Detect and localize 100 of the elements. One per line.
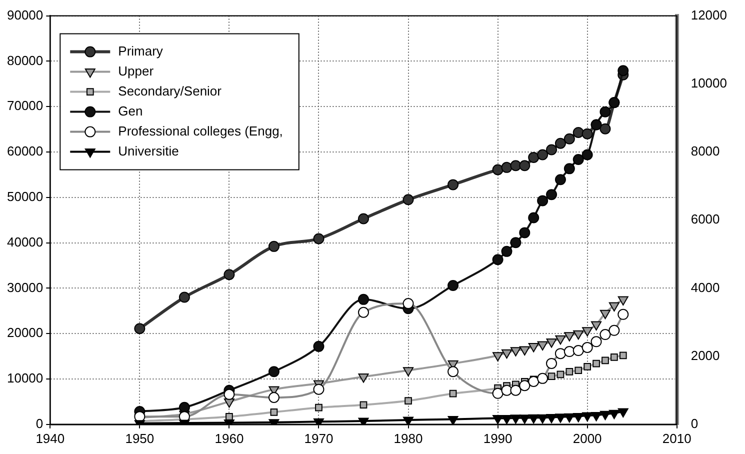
point bbox=[566, 368, 574, 376]
point bbox=[226, 413, 233, 420]
point bbox=[358, 213, 369, 224]
point bbox=[510, 414, 521, 424]
point bbox=[600, 410, 610, 420]
point bbox=[449, 390, 457, 398]
point bbox=[564, 413, 575, 423]
x-tick-label: 1960 bbox=[214, 430, 244, 446]
point bbox=[492, 164, 504, 176]
point bbox=[404, 397, 412, 404]
point bbox=[510, 384, 522, 396]
x-tick-label: 1950 bbox=[125, 430, 154, 446]
legend-label: Secondary/Senior bbox=[118, 83, 222, 98]
point bbox=[564, 163, 575, 174]
point bbox=[492, 415, 504, 424]
point bbox=[573, 330, 584, 340]
point bbox=[537, 372, 548, 384]
legend-label: Professional colleges (Engg, bbox=[118, 123, 283, 138]
point bbox=[608, 302, 620, 312]
point bbox=[584, 363, 592, 370]
y-tick-label: 90000 bbox=[6, 7, 44, 22]
point bbox=[537, 341, 548, 350]
x-tick-label: 1990 bbox=[483, 430, 512, 446]
y-tick-label: 0 bbox=[36, 416, 44, 431]
y-tick-label: 20000 bbox=[6, 325, 44, 340]
point bbox=[360, 401, 368, 409]
point bbox=[501, 415, 512, 424]
point bbox=[402, 298, 414, 310]
y-tick-label: 50000 bbox=[6, 188, 44, 204]
point bbox=[402, 194, 414, 206]
point bbox=[546, 338, 557, 348]
point bbox=[448, 416, 458, 424]
point bbox=[556, 370, 564, 378]
x-tick-label: 1980 bbox=[394, 430, 423, 446]
point bbox=[528, 212, 540, 224]
point bbox=[572, 345, 584, 356]
point bbox=[608, 410, 620, 420]
x-tick-label: 2000 bbox=[572, 430, 602, 446]
point bbox=[501, 246, 512, 257]
point bbox=[224, 388, 235, 400]
point bbox=[528, 376, 540, 387]
y-tick-label: 70000 bbox=[6, 98, 44, 114]
point bbox=[358, 306, 369, 318]
point bbox=[501, 384, 512, 396]
y-tick-label: 60000 bbox=[6, 144, 44, 159]
point bbox=[313, 233, 324, 244]
point bbox=[268, 240, 280, 252]
point bbox=[528, 343, 539, 352]
point bbox=[315, 404, 322, 412]
point bbox=[600, 123, 611, 134]
point bbox=[602, 356, 609, 364]
point bbox=[591, 321, 602, 331]
point bbox=[618, 65, 629, 76]
point bbox=[546, 414, 557, 424]
point bbox=[134, 323, 146, 334]
point bbox=[528, 414, 539, 424]
y2-tick-label: 4000 bbox=[690, 280, 720, 295]
point bbox=[618, 408, 628, 418]
legend-label: Gen bbox=[118, 103, 143, 118]
point bbox=[573, 412, 584, 422]
legend-label: Primary bbox=[118, 43, 164, 58]
y-tick-label: 80000 bbox=[6, 52, 44, 68]
point bbox=[519, 414, 530, 424]
point bbox=[582, 342, 593, 353]
point bbox=[618, 296, 628, 306]
point bbox=[555, 414, 566, 423]
point bbox=[510, 347, 521, 356]
point bbox=[448, 179, 459, 190]
y-tick-label: 30000 bbox=[6, 280, 44, 295]
y2-tick-label: 2000 bbox=[690, 348, 720, 363]
point bbox=[564, 346, 575, 358]
point bbox=[554, 174, 566, 186]
x-tick-label: 2010 bbox=[662, 430, 692, 446]
point bbox=[268, 366, 280, 378]
y2-tick-label: 12000 bbox=[690, 7, 728, 22]
legend-label: Upper bbox=[118, 63, 154, 78]
y2-tick-label: 0 bbox=[690, 416, 698, 431]
point bbox=[608, 324, 620, 336]
point bbox=[519, 227, 530, 238]
point bbox=[610, 354, 618, 361]
point bbox=[554, 348, 566, 360]
point bbox=[492, 352, 504, 362]
point bbox=[582, 128, 593, 140]
point bbox=[564, 133, 575, 144]
point bbox=[403, 367, 414, 376]
point bbox=[582, 149, 593, 160]
point bbox=[564, 332, 575, 342]
point bbox=[501, 162, 512, 173]
x-tick-label: 1970 bbox=[304, 430, 334, 446]
point bbox=[270, 408, 278, 416]
y2-tick-label: 6000 bbox=[690, 212, 720, 227]
point bbox=[590, 336, 602, 348]
point bbox=[224, 269, 235, 280]
point bbox=[313, 340, 324, 352]
point bbox=[582, 412, 593, 422]
point bbox=[619, 352, 627, 360]
point bbox=[600, 106, 611, 118]
point bbox=[358, 294, 369, 305]
point bbox=[501, 349, 512, 359]
point bbox=[519, 160, 530, 172]
